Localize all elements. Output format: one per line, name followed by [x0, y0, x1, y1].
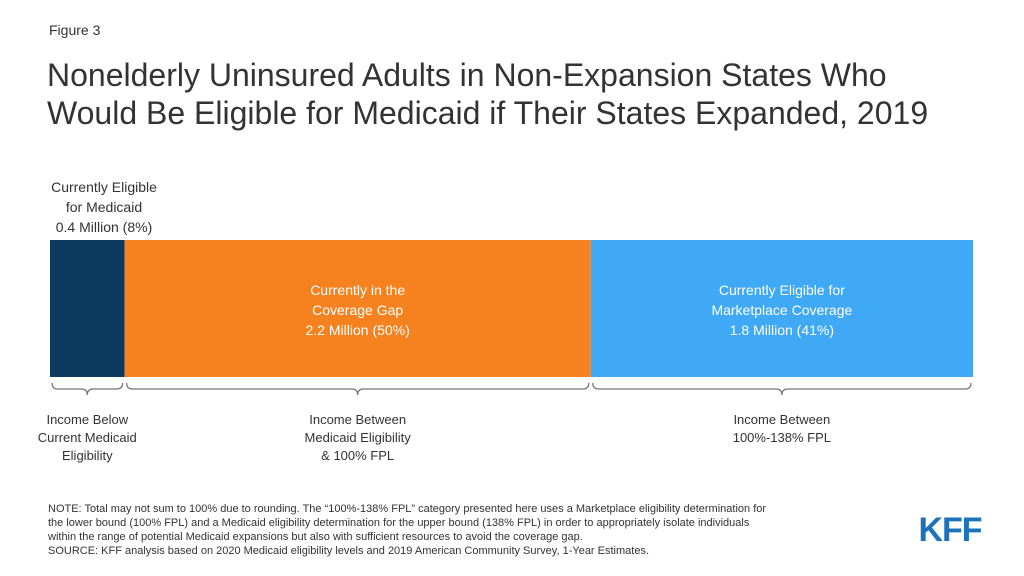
bracket-label: Medicaid Eligibility	[305, 430, 412, 445]
bar-segment	[50, 240, 125, 377]
data-label: Currently Eligible	[51, 179, 157, 195]
bar-segment	[590, 240, 973, 377]
chart-notes: NOTE: Total may not sum to 100% due to r…	[48, 502, 908, 558]
data-label: Currently Eligible for	[719, 282, 845, 298]
bracket-label: Current Medicaid	[38, 430, 137, 445]
title-line: Would Be Eligible for Medicaid if Their …	[47, 95, 929, 131]
data-label: Coverage Gap	[312, 302, 403, 318]
note-line: within the range of potential Medicaid e…	[48, 531, 583, 543]
bracket-label: & 100% FPL	[321, 448, 394, 463]
bar-segment	[124, 240, 591, 377]
bracket-label: Income Between	[733, 412, 830, 427]
bracket	[125, 382, 590, 396]
note-line: the lower bound (100% FPL) and a Medicai…	[48, 517, 750, 529]
data-label: 0.4 Million (8%)	[56, 219, 152, 235]
logo-text: KFF	[918, 511, 981, 548]
source-line: SOURCE: KFF analysis based on 2020 Medic…	[48, 545, 649, 557]
data-label: Marketplace Coverage	[711, 302, 852, 318]
bracket-label: Eligibility	[62, 448, 113, 463]
bracket-label: Income Below	[46, 412, 128, 427]
bracket	[51, 382, 124, 396]
bracket	[592, 382, 972, 396]
note-line: NOTE: Total may not sum to 100% due to r…	[48, 503, 767, 515]
data-label: for Medicaid	[66, 199, 142, 215]
data-label: Currently in the	[310, 282, 405, 298]
data-label: 2.2 Million (50%)	[306, 322, 410, 338]
chart-title: Nonelderly Uninsured Adults in Non-Expan…	[47, 56, 1007, 132]
title-line: Nonelderly Uninsured Adults in Non-Expan…	[47, 57, 887, 93]
kff-logo: KFF	[918, 511, 982, 548]
bracket-label: Income Between	[309, 412, 406, 427]
data-label: 1.8 Million (41%)	[730, 322, 834, 338]
figure-label: Figure 3	[49, 22, 101, 38]
bracket-label: 100%-138% FPL	[733, 430, 831, 445]
